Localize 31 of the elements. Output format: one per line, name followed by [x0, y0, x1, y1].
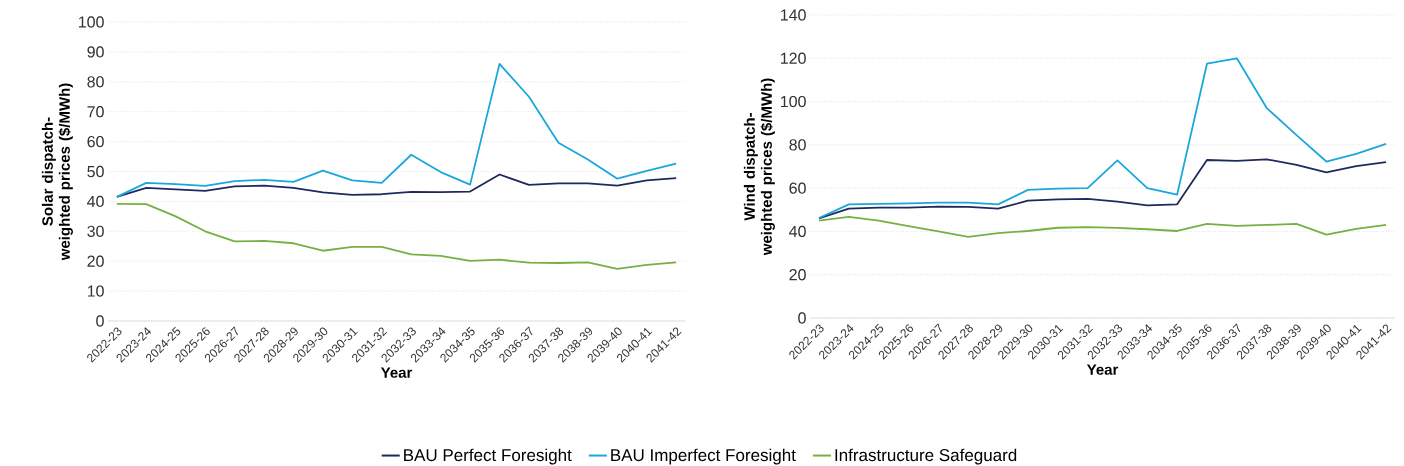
x-axis-title: Year	[1086, 364, 1119, 375]
y-tick-label: 80	[87, 76, 104, 88]
line-series	[818, 57, 1387, 219]
y-tick-label: 80	[789, 139, 806, 151]
legend-label: Infrastructure Safeguard	[835, 448, 1017, 465]
line-series	[115, 62, 678, 198]
line-series	[818, 158, 1387, 220]
y-tick-label: 20	[789, 269, 806, 281]
y-tick-label: 40	[87, 195, 104, 208]
y-tick-label: 50	[87, 165, 104, 178]
y-tick-label: 30	[87, 225, 104, 237]
y-tick-label: 20	[87, 255, 104, 267]
y-tick-label: 100	[781, 95, 806, 108]
y-tick-label: 10	[87, 285, 104, 297]
line-series	[818, 216, 1387, 238]
y-tick-label: 100	[79, 16, 104, 28]
y-tick-label: 0	[96, 315, 104, 327]
line-series	[115, 202, 678, 270]
legend-label: BAU Perfect Foresight	[404, 448, 572, 465]
x-axis-title: Year	[380, 367, 413, 378]
y-tick-label: 140	[781, 9, 806, 21]
y-tick-label: 90	[87, 46, 104, 58]
legend-label: BAU Imperfect Foresight	[611, 448, 796, 465]
y-tick-label: 60	[789, 182, 806, 194]
y-axis-title: Solar dispatch-weighted prices ($/MWh)	[41, 83, 73, 261]
y-axis-title: Wind dispatch-weighted prices ($/MWh)	[743, 78, 775, 256]
y-tick-label: 0	[798, 312, 806, 324]
y-tick-label: 40	[789, 225, 806, 238]
y-tick-label: 60	[87, 135, 104, 148]
y-tick-label: 120	[781, 52, 806, 64]
y-tick-label: 70	[87, 106, 104, 118]
